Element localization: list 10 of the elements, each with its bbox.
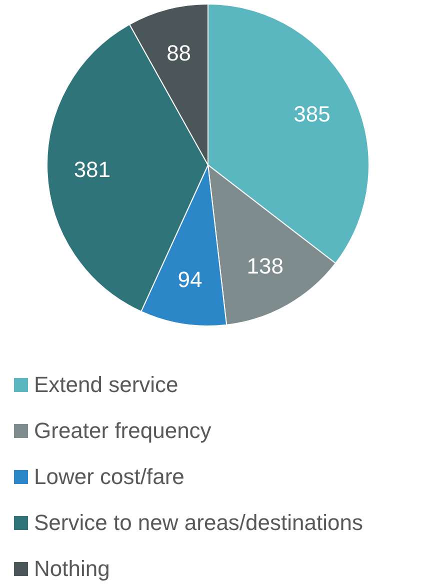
data-label: 138 [246, 253, 284, 278]
legend-label: Extend service [34, 372, 178, 398]
legend-label: Nothing [34, 556, 110, 582]
legend-label: Lower cost/fare [34, 464, 184, 490]
data-label: 381 [74, 157, 111, 182]
data-label: 385 [294, 101, 330, 126]
legend-label: Service to new areas/destinations [34, 510, 363, 536]
data-label: 94 [178, 267, 202, 292]
data-label: 88 [166, 40, 192, 66]
legend-label: Greater frequency [34, 418, 212, 444]
